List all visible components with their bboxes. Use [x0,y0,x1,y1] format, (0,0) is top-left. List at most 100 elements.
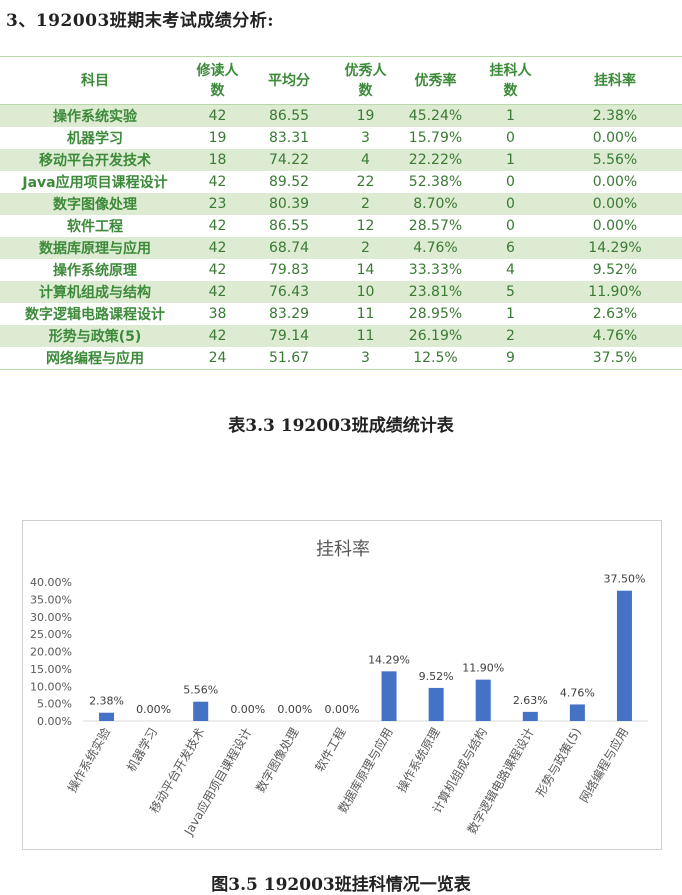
table-row: 软件工程 42 86.55 12 28.57% 0 0.00% [0,215,682,237]
chart-bar [569,704,585,721]
x-category-label: 操作系统实验 [64,725,113,795]
average-cell: 86.55 [245,104,333,127]
enrolled-cell: 42 [190,325,245,347]
excellent-rate-cell: 45.24% [398,104,473,127]
x-category-label: 机器学习 [123,725,160,774]
y-tick-label: 10.00% [30,680,72,693]
grades-table: 科目 修读人 数平均分 优秀人 数优秀率 挂科人 数挂科率 操作系统实验 42 86.55… [0,56,682,370]
failed-rate-cell: 0.00% [592,130,638,146]
failed-count-cell: 0 [506,174,515,190]
average-cell: 51.67 [245,347,333,370]
table-row: 数字图像处理 23 80.39 2 8.70% 0 0.00% [0,193,682,215]
enrolled-cell: 42 [208,174,227,190]
table-body: 操作系统实验 42 86.55 19 45.24% 1 2.38% 机器学习 19 83.31 3 1… [0,104,682,370]
failed-count-cell: 2 [473,325,548,347]
chart-bar [193,701,209,721]
excellent-count-cell: 2 [333,237,398,259]
excellent-count-cell: 12 [356,218,375,234]
bar-data-label: 2.63% [513,694,548,707]
average-cell: 86.55 [268,218,310,234]
subject-cell: 数据库原理与应用 [0,237,190,259]
subject-cell: 网络编程与应用 [0,347,190,370]
excellent-count-cell: 2 [333,193,398,215]
failed-rate-cell: 4.76% [548,325,682,347]
excellent-count-cell: 11 [356,306,375,322]
enrolled-cell: 42 [208,218,227,234]
subject-cell: 计算机组成与结构 [0,281,190,303]
table-row: 操作系统原理 42 79.83 14 33.33% 4 9.52% [0,259,682,281]
excellent-rate-cell: 22.22% [398,149,473,171]
bar-data-label: 4.76% [560,686,595,699]
subject-cell: 软件工程 [67,219,123,235]
failed-count-cell: 6 [473,237,548,259]
failed-count-cell: 1 [506,306,515,322]
enrolled-cell: 42 [190,237,245,259]
average-cell: 83.29 [268,306,310,322]
excellent-count-cell: 10 [333,281,398,303]
failed-count-cell: 5 [473,281,548,303]
average-cell: 80.39 [245,193,333,215]
failed-count-cell: 1 [473,149,548,171]
bar-data-label: 0.00% [277,703,312,716]
excellent-count-cell: 4 [333,149,398,171]
average-cell: 76.43 [245,281,333,303]
bar-data-label: 0.00% [230,703,265,716]
table-row: 计算机组成与结构 42 76.43 10 23.81% 5 11.90% [0,281,682,303]
figure-caption: 图3.5 192003班挂科情况一览表 [211,875,471,895]
failed-count-cell: 4 [506,262,515,278]
header-excellent-rate: 优秀率 [398,56,473,105]
excellent-count-cell: 14 [356,262,375,278]
y-tick-label: 0.00% [37,715,72,728]
table-row: 操作系统实验 42 86.55 19 45.24% 1 2.38% [0,104,682,127]
excellent-rate-cell: 28.57% [408,218,463,234]
table-row: Java应用项目课程设计 42 89.52 22 52.38% 0 0.00% [0,171,682,193]
average-cell: 74.22 [245,149,333,171]
subject-cell: 移动平台开发技术 [0,149,190,171]
enrolled-cell: 38 [208,306,227,322]
excellent-rate-cell: 33.33% [408,262,463,278]
failed-rate-cell: 14.29% [548,237,682,259]
average-cell: 83.31 [268,130,310,146]
table-row: 形势与政策(5) 42 79.14 11 26.19% 2 4.76% [0,325,682,347]
subject-cell: 数字逻辑电路课程设计 [25,307,165,323]
excellent-rate-cell: 23.81% [398,281,473,303]
failed-rate-cell: 5.56% [548,149,682,171]
excellent-count-cell: 22 [356,174,375,190]
excellent-rate-cell: 28.95% [408,306,463,322]
failed-rate-cell: 0.00% [548,193,682,215]
average-cell: 79.83 [268,262,310,278]
excellent-rate-cell: 15.79% [408,130,463,146]
chart-title: 挂科率 [316,539,370,560]
average-cell: 79.14 [245,325,333,347]
excellent-rate-cell: 26.19% [398,325,473,347]
table-header-row: 科目 修读人 数平均分 优秀人 数优秀率 挂科人 数挂科率 [0,56,682,105]
failed-rate-cell: 2.63% [592,306,638,322]
chart-bar [381,671,397,721]
x-category-label: 操作系统原理 [394,725,443,795]
subject-cell: 数字图像处理 [0,193,190,215]
header-average: 平均分 [245,56,333,105]
y-tick-label: 40.00% [30,576,72,589]
chart-bar [475,679,491,721]
failed-rate-cell: 0.00% [592,174,638,190]
header-enrolled: 修读人 数 [190,56,245,105]
y-tick-label: 15.00% [30,663,72,676]
failed-rate-cell: 0.00% [592,218,638,234]
failed-rate-cell: 2.38% [548,104,682,127]
subject-cell: Java应用项目课程设计 [22,175,168,191]
y-tick-label: 5.00% [37,698,72,711]
header-failed-count: 挂科人 数 [473,56,548,105]
subject-cell: 操作系统原理 [53,263,137,279]
bar-data-label: 37.50% [603,573,645,586]
subject-cell: 形势与政策(5) [0,325,190,347]
bar-data-label: 0.00% [324,703,359,716]
enrolled-cell: 18 [190,149,245,171]
chart-bar [616,590,632,721]
table-row: 数据库原理与应用 42 68.74 2 4.76% 6 14.29% [0,237,682,259]
failed-rate-cell: 37.5% [548,347,682,370]
failed-rate-cell: 9.52% [592,262,638,278]
failed-count-cell: 0 [506,130,515,146]
failed-count-cell: 9 [473,347,548,370]
enrolled-cell: 42 [190,104,245,127]
enrolled-cell: 42 [190,281,245,303]
